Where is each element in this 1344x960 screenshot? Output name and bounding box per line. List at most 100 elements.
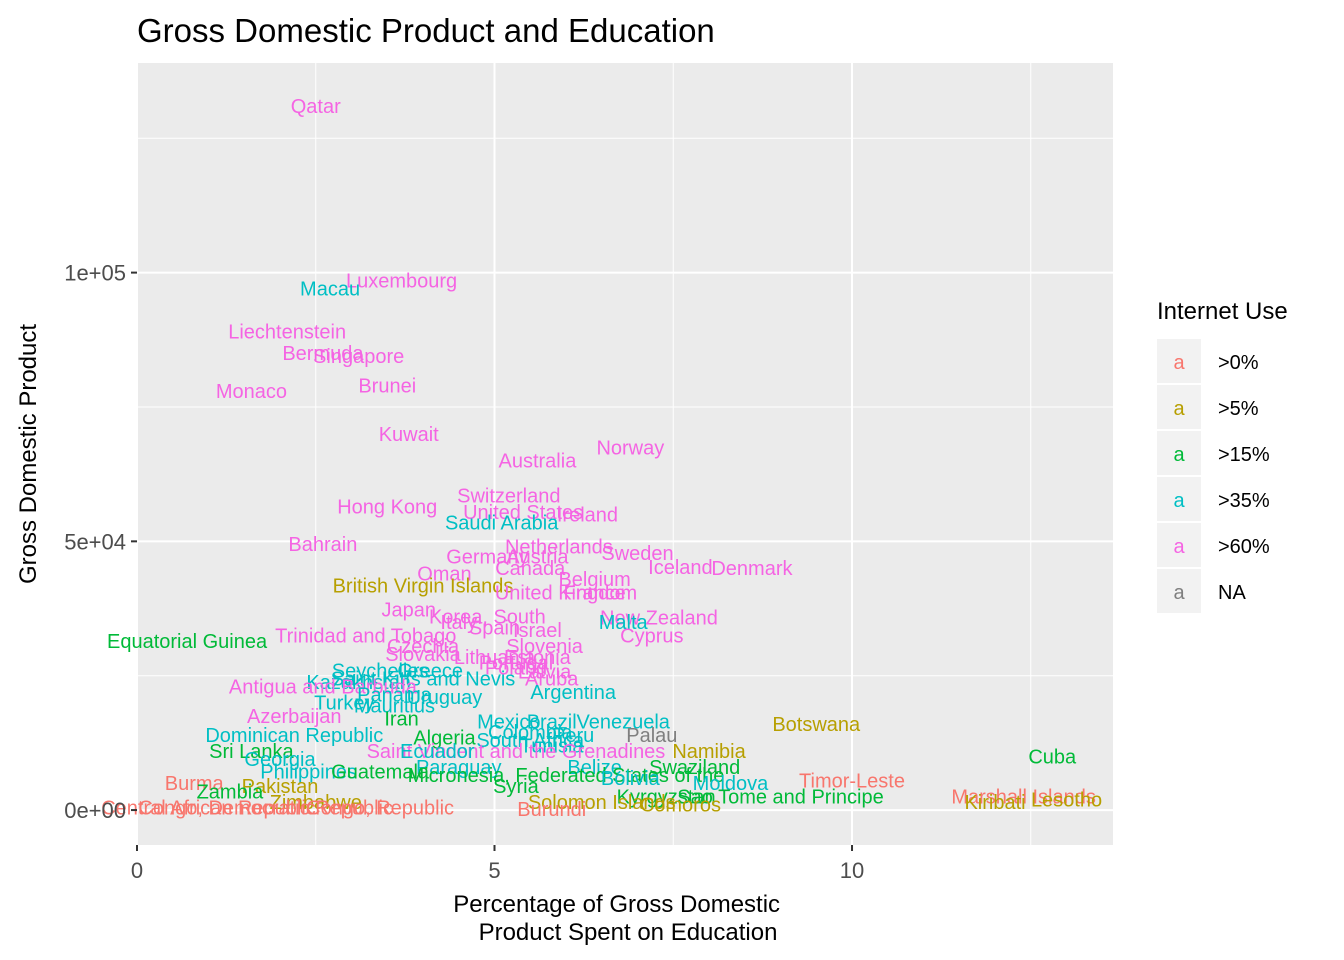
point-label: Panama [357, 685, 432, 707]
point-label: Spain [469, 617, 520, 639]
point-label: Tunisia [520, 736, 585, 758]
point-label: Greece [397, 660, 463, 682]
point-label: Germany [446, 546, 528, 568]
legend-key-glyph: a [1173, 444, 1185, 466]
grid-minor [137, 63, 1113, 845]
y-tick-label: 1e+05 [64, 261, 126, 286]
legend-key [1157, 385, 1201, 429]
legend-item-label: >5% [1218, 398, 1259, 420]
x-axis-title-line-1: Percentage of Gross Domestic [453, 891, 780, 918]
point-label: Solomon Islands [528, 792, 676, 814]
point-label: Japan [381, 600, 436, 622]
legend-key-glyph: a [1173, 536, 1185, 558]
point-label: Latvia [518, 661, 572, 683]
point-label: Cyprus [620, 625, 683, 647]
point-label: Peru [552, 725, 594, 747]
point-label: Algeria [413, 728, 476, 750]
point-label: Liechtenstein [228, 322, 346, 344]
point-label: Sweden [601, 543, 673, 565]
legend-key [1157, 339, 1201, 383]
point-label: Bermuda [282, 343, 364, 365]
point-label: Equatorial Guinea [107, 631, 268, 653]
x-axis-title: Percentage of Gross Domestic Product Spe… [453, 891, 786, 946]
legend-key-glyph: a [1173, 582, 1185, 604]
point-label: Saint Kitts and Nevis [331, 668, 516, 690]
point-label: Seychelles [332, 660, 429, 682]
x-axis-title-line-2: Product Spent on Education [479, 919, 778, 946]
legend-item-label: >60% [1218, 536, 1270, 558]
point-label: Belgium [558, 569, 630, 591]
point-label: Burma [165, 773, 225, 795]
point-label: Palau [626, 725, 677, 747]
point-label: Mauritius [354, 695, 435, 717]
legend-title: Internet Use [1157, 298, 1288, 325]
legend-key [1157, 523, 1201, 567]
point-label: Brazil [527, 711, 577, 733]
point-label: Malta [599, 612, 649, 634]
point-label: Czechia [387, 636, 460, 658]
legend-item-label: NA [1218, 582, 1246, 604]
point-label: Ecuador [400, 741, 475, 763]
point-label: Paraguay [416, 757, 502, 779]
point-label: France [563, 582, 625, 604]
point-label: Singapore [313, 346, 404, 368]
point-label: Belize [567, 757, 621, 779]
point-label: Syria [493, 776, 539, 798]
point-label: Burundi [517, 799, 586, 821]
legend-item-label: >35% [1218, 490, 1270, 512]
point-label: Korea, South [429, 607, 546, 629]
point-label: Slovakia [385, 644, 461, 666]
point-label: Swaziland [649, 757, 740, 779]
legend: Internet Use a >0% a >5% a >15% a >35% a >60% a NA [1157, 298, 1288, 613]
point-label: Austria [506, 546, 569, 568]
legend-key [1157, 431, 1201, 475]
point-label: Saudi Arabia [445, 513, 559, 535]
legend-key-glyph: a [1173, 398, 1185, 420]
point-label: Luxembourg [346, 271, 457, 293]
point-label: Micronesia, Federated States of the [408, 765, 725, 787]
point-label: Argentina [530, 682, 616, 704]
point-label: Zambia [197, 781, 265, 803]
point-label: Zimbabwe [270, 792, 362, 814]
point-label: Portugal [479, 652, 554, 674]
point-label: Dominican Republic [205, 725, 383, 747]
point-label: Slovenia [506, 636, 584, 658]
point-label: Bolivia [601, 768, 661, 790]
x-tick-label: 10 [840, 858, 864, 883]
point-label: Aruba [525, 668, 579, 690]
point-label: Antigua and Barbuda [229, 676, 418, 698]
plot-panel [137, 63, 1113, 845]
point-label: Turkey [314, 693, 374, 715]
point-label: Canada [495, 558, 566, 580]
point-label: United Kingdom [495, 582, 637, 604]
point-label: Venezuela [577, 711, 671, 733]
point-label: Trinidad and Tobago [275, 625, 456, 647]
x-axis: 0 5 10 [131, 845, 864, 883]
y-tick-label: 0e+00 [64, 798, 126, 823]
grid-major [136, 63, 1113, 845]
chart-title: Gross Domestic Product and Education [137, 12, 715, 49]
point-label: Moldova [693, 773, 769, 795]
point-label: Switzerland [457, 486, 560, 508]
point-label: Comoros [640, 795, 721, 817]
legend-item-label: >15% [1218, 444, 1270, 466]
legend-key-glyph: a [1173, 490, 1185, 512]
point-label: British Virgin Islands [333, 575, 514, 597]
point-label: Kyrgyzstan [617, 787, 716, 809]
point-label: Estonia [504, 647, 572, 669]
y-tick-label: 5e+04 [64, 529, 126, 554]
point-label: Ireland [557, 504, 618, 526]
legend-item-label: >0% [1218, 352, 1259, 374]
point-label: Namibia [672, 741, 746, 763]
point-label: Iran [384, 709, 418, 731]
point-label: Uruguay [407, 687, 483, 709]
point-label: Israel [513, 620, 562, 642]
point-label: Iceland [648, 557, 713, 579]
point-label: South Africa [476, 730, 585, 752]
point-label: Bahrain [288, 534, 357, 556]
legend-key [1157, 477, 1201, 521]
legend-key [1157, 569, 1201, 613]
point-label: Kuwait [379, 424, 439, 446]
point-label: Sri Lanka [209, 741, 294, 763]
